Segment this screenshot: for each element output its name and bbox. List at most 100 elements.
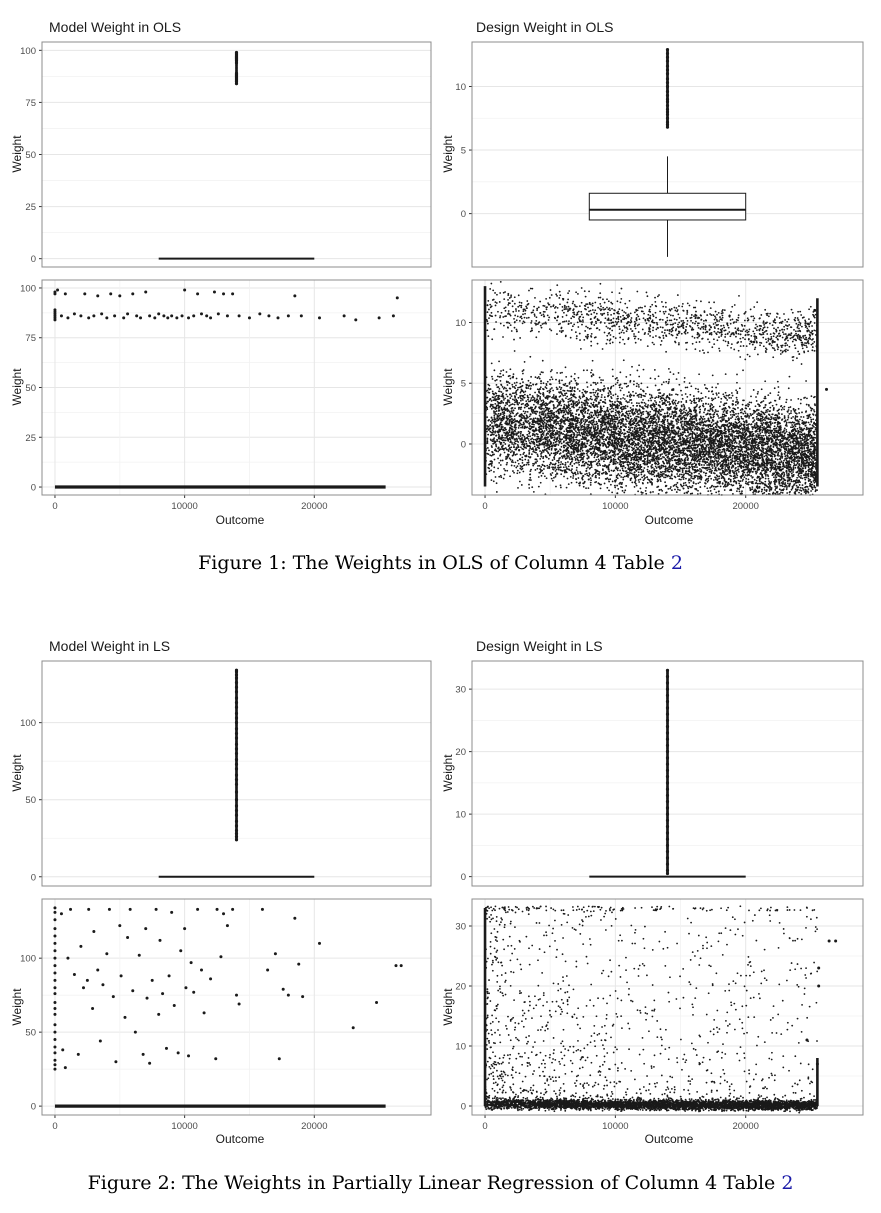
scatter-point xyxy=(609,309,611,312)
scatter-point xyxy=(532,464,535,467)
scatter-point xyxy=(548,463,551,466)
scatter-point xyxy=(589,481,592,484)
scatter-point xyxy=(742,345,745,347)
scatter-point xyxy=(563,304,566,307)
scatter-point xyxy=(783,429,786,432)
scatter-point xyxy=(813,322,816,324)
scatter-point xyxy=(597,427,599,430)
scatter-point xyxy=(738,490,741,493)
scatter-point xyxy=(53,308,57,312)
scatter-point xyxy=(522,310,525,313)
scatter-point xyxy=(554,475,557,478)
scatter-point xyxy=(535,316,538,319)
scatter-point xyxy=(721,327,724,330)
scatter-point xyxy=(559,486,562,489)
scatter-point xyxy=(495,302,498,304)
scatter-point xyxy=(648,308,651,311)
scatter-point xyxy=(590,340,593,343)
scatter-point xyxy=(532,383,535,386)
scatter-point xyxy=(765,312,768,315)
scatter-point xyxy=(665,323,668,326)
scatter-point xyxy=(584,295,587,298)
scatter-point xyxy=(659,326,662,329)
scatter-point xyxy=(683,321,685,324)
scatter-point xyxy=(743,324,746,327)
scatter-point xyxy=(542,450,545,453)
scatter-point xyxy=(712,338,715,341)
scatter-point xyxy=(599,302,602,305)
scatter-point xyxy=(620,297,623,300)
scatter-point xyxy=(762,331,764,334)
x-tick-label: 20000 xyxy=(301,501,327,512)
scatter-point xyxy=(712,453,715,456)
scatter-point xyxy=(622,359,625,362)
scatter-point xyxy=(695,299,698,302)
scatter-point xyxy=(507,294,510,296)
scatter-point xyxy=(570,469,573,472)
scatter-point xyxy=(653,321,656,324)
scatter-point xyxy=(619,315,622,318)
scatter-point xyxy=(795,484,798,487)
scatter-point xyxy=(702,323,705,325)
scatter-point xyxy=(662,337,665,339)
scatter-point xyxy=(726,344,729,347)
scatter-point xyxy=(711,386,714,389)
scatter-point xyxy=(608,307,611,310)
scatter-point xyxy=(575,455,578,458)
scatter-point xyxy=(614,409,617,412)
scatter-point xyxy=(519,337,522,339)
scatter-point xyxy=(797,323,800,326)
scatter-point xyxy=(678,317,681,319)
scatter-point xyxy=(522,313,524,316)
scatter-point xyxy=(769,312,772,315)
scatter-point xyxy=(720,329,723,332)
scatter-point xyxy=(633,335,636,338)
scatter-point xyxy=(671,327,673,330)
scatter-point xyxy=(735,321,738,323)
scatter-point xyxy=(490,282,493,285)
scatter-point xyxy=(753,337,756,339)
scatter-point xyxy=(564,445,567,447)
scatter-point xyxy=(630,319,632,321)
scatter-point xyxy=(567,322,570,325)
scatter-point xyxy=(92,314,96,318)
scatter-point xyxy=(767,340,770,342)
scatter-point xyxy=(716,339,719,342)
scatter-point xyxy=(559,388,562,391)
scatter-point xyxy=(212,290,216,294)
scatter-point xyxy=(558,290,561,293)
scatter-point xyxy=(499,464,502,466)
scatter-point xyxy=(493,328,496,331)
scatter-point xyxy=(684,481,687,484)
scatter-point xyxy=(640,382,643,385)
scatter-point xyxy=(499,322,502,325)
scatter-point xyxy=(537,321,540,324)
scatter-point xyxy=(571,468,573,471)
scatter-point xyxy=(711,346,714,349)
scatter-point xyxy=(753,340,756,343)
scatter-point xyxy=(798,335,801,337)
scatter-point xyxy=(628,300,631,302)
scatter-point xyxy=(494,304,497,307)
scatter-point xyxy=(541,323,544,325)
scatter-point xyxy=(771,340,774,343)
scatter-point xyxy=(750,340,753,343)
scatter-point xyxy=(737,314,740,317)
scatter-point xyxy=(776,338,779,340)
scatter-point xyxy=(702,319,705,322)
scatter-point xyxy=(583,290,586,293)
scatter-point xyxy=(575,469,578,472)
scatter-point xyxy=(503,298,506,301)
scatter-point xyxy=(811,325,813,327)
scatter-point xyxy=(570,451,573,454)
scatter-point xyxy=(536,420,539,423)
scatter-point xyxy=(813,341,816,343)
scatter-point xyxy=(629,328,632,330)
scatter-point xyxy=(739,409,742,411)
scatter-point xyxy=(548,438,551,441)
scatter-point xyxy=(700,326,703,329)
scatter-point xyxy=(489,303,492,306)
scatter-point xyxy=(733,333,735,336)
scatter-point xyxy=(754,327,757,329)
